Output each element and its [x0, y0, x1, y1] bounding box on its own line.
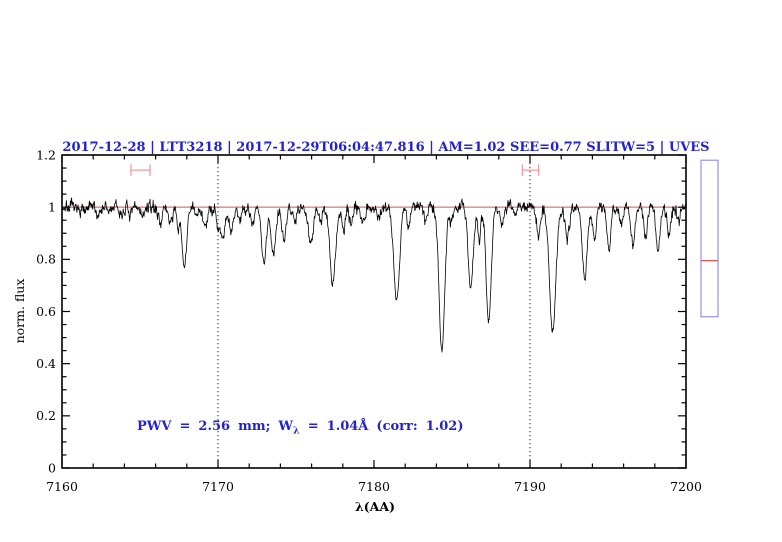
pwv-annotation-post: = 1.04Å (corr: 1.02): [300, 418, 464, 434]
y-tick-label: 0.6: [36, 304, 56, 319]
spectrum-trace: [61, 197, 686, 353]
side-gauge-box: [700, 159, 719, 318]
generated-chart-layer: 7160 7170 7180 7190 7200 0 0.2 0.4 0.6 0.8 1 1.2: [36, 147, 719, 494]
y-axis-label: norm. flux: [12, 279, 27, 344]
x-tick-label: 7160: [46, 479, 78, 494]
y-tick-label: 1.2: [36, 147, 56, 162]
pwv-annotation: PWV = 2.56 mm; Wλ = 1.04Å (corr: 1.02): [137, 418, 464, 437]
pwv-annotation-pre: PWV = 2.56 mm; W: [137, 419, 293, 434]
y-tick-label: 0: [48, 460, 56, 475]
y-tick-label: 0.4: [36, 356, 56, 371]
x-tick-label: 7170: [202, 479, 234, 494]
x-axis-label: λ(AA): [355, 499, 395, 514]
x-tick-label: 7180: [358, 479, 390, 494]
y-tick-label: 0.2: [36, 408, 56, 423]
pwv-annotation-lambda-subscript: λ: [293, 426, 300, 437]
x-tick-label: 7190: [514, 479, 546, 494]
y-tick-label: 1: [48, 199, 56, 214]
x-tick-label: 7200: [670, 479, 702, 494]
y-tick-label: 0.8: [36, 252, 56, 267]
plot-title: 2017-12-28 | LTT3218 | 2017-12-29T06:04:…: [62, 140, 709, 155]
